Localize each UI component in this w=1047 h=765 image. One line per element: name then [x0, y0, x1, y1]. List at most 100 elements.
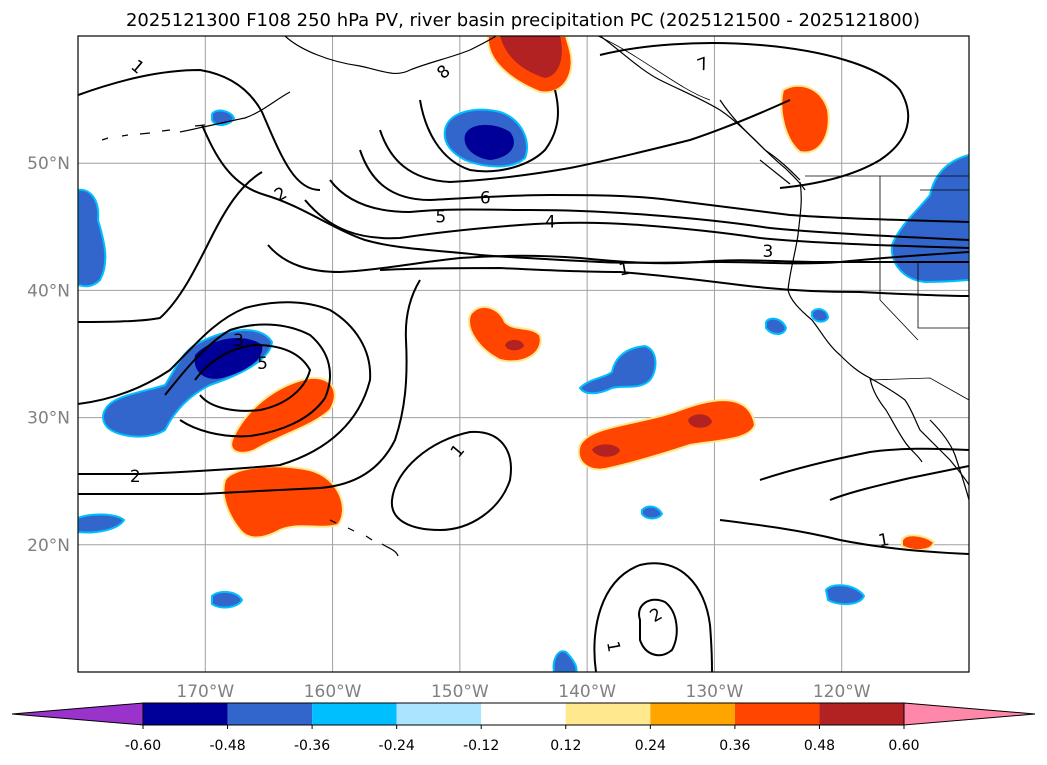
negative-anomaly-southwest — [211, 590, 244, 609]
lon-label-2: 150°W — [431, 682, 489, 702]
negative-anomaly-west-small — [78, 513, 126, 534]
negative-anomaly-south-central — [641, 505, 664, 520]
lon-label-3: 140°W — [558, 682, 616, 702]
alaska-canada-border — [597, 36, 711, 101]
strong-anomaly-central-north — [505, 339, 524, 351]
contour-7 — [379, 99, 791, 184]
strong-anomaly-east-central-1 — [592, 444, 620, 457]
contour-6 — [359, 149, 969, 223]
contour-1-central — [379, 266, 969, 297]
contour-label-8: 1 — [617, 259, 631, 281]
colorbar-label-6: 0.24 — [635, 738, 666, 754]
contour-2-south-loop — [638, 598, 678, 657]
lon-label-5: 120°W — [813, 682, 871, 702]
lon-label-4: 130°W — [686, 682, 744, 702]
contour-8 — [419, 89, 559, 173]
contour-label-10: 5 — [257, 354, 268, 374]
mexico-coast — [929, 419, 969, 501]
lon-label-1: 160°W — [304, 682, 362, 702]
contour-jet-core — [164, 323, 331, 438]
contour-label-4: 6 — [480, 189, 491, 209]
precipitation-shading — [78, 36, 969, 672]
colorbar-label-1: -0.48 — [209, 738, 245, 754]
contour-label-5: 5 — [435, 208, 446, 228]
colorbar-label-5: 0.12 — [550, 738, 581, 754]
strong-anomaly-east-central-2 — [688, 414, 712, 428]
aleutian-islands — [101, 124, 206, 141]
baja-california — [869, 377, 923, 463]
colorbar-label-2: -0.36 — [294, 738, 330, 754]
colorbar-bin-1 — [227, 703, 313, 725]
colorbar-bin-8 — [819, 703, 904, 725]
vancouver-island — [759, 159, 791, 185]
contour-1-north — [78, 68, 321, 191]
alaska-peninsula — [179, 91, 291, 133]
contour-4 — [304, 199, 969, 249]
us-mexico-border — [869, 377, 969, 401]
colorbar-label-0: -0.60 — [125, 738, 161, 754]
strong-negative-gulf-alaska — [464, 124, 514, 160]
latitude-labels: 50°N 40°N 30°N 20°N — [27, 154, 70, 556]
positive-anomaly-central-north — [468, 306, 542, 363]
strong-negative-west-subtropics — [194, 337, 263, 379]
contour-1-southeast — [719, 447, 969, 555]
colorbar-label-9: 0.60 — [888, 738, 919, 754]
lat-label-2: 30°N — [27, 409, 70, 429]
contour-subtropical-jet — [78, 301, 372, 475]
longitude-labels: 170°W 160°W 150°W 140°W 130°W 120°W — [176, 682, 870, 702]
lat-label-0: 50°N — [27, 154, 70, 174]
positive-anomaly-east-central — [577, 399, 757, 471]
bc-coast — [719, 99, 806, 191]
colorbar: -0.60 -0.48 -0.36 -0.24 -0.12 0.12 0.24 0.36 0.4… — [11, 702, 1036, 754]
contour-label-12: 2 — [130, 467, 141, 487]
contour-1-west-north — [78, 171, 263, 323]
pv-contours — [78, 42, 969, 672]
alaska-panhandle — [599, 36, 801, 181]
colorbar-bin-2 — [312, 703, 397, 725]
contour-label-6: 4 — [545, 213, 556, 233]
positive-anomaly-west-of-hawaii — [222, 465, 344, 539]
negative-anomaly-california-offshore — [765, 317, 788, 335]
alaska-coast — [284, 36, 497, 74]
lat-label-3: 20°N — [27, 536, 70, 556]
hawaiian-islands — [329, 519, 399, 557]
chart-title: 2025121300 F108 250 hPa PV, river basin … — [126, 10, 920, 31]
strong-anomaly-gulf-alaska — [500, 36, 562, 78]
colorbar-label-8: 0.48 — [804, 738, 835, 754]
contour-1-loop — [390, 430, 512, 532]
negative-anomaly-sf-bay — [811, 308, 830, 323]
contour-1-south — [593, 562, 713, 672]
colorbar-label-3: -0.24 — [379, 738, 415, 754]
colorbar-extend-high — [903, 702, 1036, 726]
colorbar-bin-5 — [565, 703, 651, 725]
colorbar-swatches — [11, 702, 1036, 726]
positive-anomaly-bc-coast — [780, 84, 830, 154]
colorbar-label-4: -0.12 — [463, 738, 499, 754]
colorbar-bin-4 — [481, 703, 566, 725]
negative-anomaly-southeast — [824, 584, 866, 606]
negative-anomaly-south-edge — [552, 650, 578, 672]
contour-5 — [329, 179, 969, 241]
colorbar-outline — [142, 702, 905, 726]
contour-jet-inner — [194, 343, 312, 412]
negative-anomaly-western-edge — [78, 188, 107, 288]
lon-label-0: 170°W — [176, 682, 234, 702]
contour-label-15: 1 — [602, 640, 624, 654]
colorbar-bin-3 — [396, 703, 482, 725]
colorbar-bin-0 — [143, 703, 228, 725]
contour-label-7: 3 — [762, 242, 773, 262]
contour-1-east — [599, 42, 910, 189]
colorbar-bin-6 — [650, 703, 735, 725]
negative-anomaly-central-east — [578, 344, 657, 395]
map-frame — [77, 35, 970, 673]
contour-3 — [267, 244, 969, 274]
colorbar-bin-7 — [734, 703, 820, 725]
contour-label-9: 3 — [233, 331, 244, 351]
positive-anomaly-mexico-coast — [901, 534, 936, 552]
contour-2-west — [78, 279, 421, 496]
colorbar-extend-low — [11, 702, 144, 726]
lat-label-1: 40°N — [27, 281, 70, 301]
colorbar-ticks: -0.60 -0.48 -0.36 -0.24 -0.12 0.12 0.24 0.36 0.4… — [125, 725, 920, 754]
